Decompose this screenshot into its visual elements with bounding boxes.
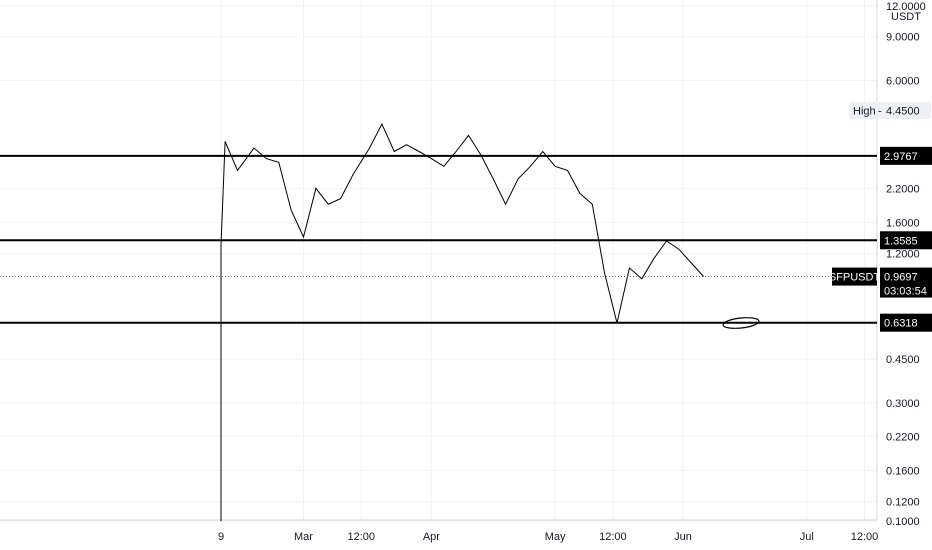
price-tick-label: 0.1600 [886,466,920,478]
price-tick-label: 0.1000 [886,516,920,528]
horizontal-gridlines [0,5,877,522]
price-tick-label: 1.2000 [886,249,920,261]
bar-countdown: 03:03:54 [884,286,927,298]
hand-drawn-circle [722,317,760,329]
high-value: 4.4500 [886,106,920,118]
currency-label: USDT [891,11,921,23]
high-label: High [853,106,876,118]
time-axis-labels: 9 Mar 12:00 Apr May 12:00 Jun Jul 12:00 [218,531,878,543]
horizontal-lines[interactable]: 2.9767 1.3585 0.6318 [0,146,932,332]
time-tick-label: Mar [294,531,313,543]
symbol-tag: SFPUSDT [829,272,881,284]
price-series [220,122,704,324]
last-price-value: 0.9697 [884,272,918,284]
horizontal-line-price: 1.3585 [884,235,918,247]
horizontal-line-price-tag [880,231,932,250]
time-tick-label: 12:00 [599,531,627,543]
horizontal-line-price-tag [880,313,932,332]
price-tick-label: 9.0000 [886,32,920,44]
time-tick-label: Jun [674,531,692,543]
horizontal-line-price-tag [880,146,932,165]
time-tick-label: 12:00 [851,531,879,543]
time-tick-label: May [545,531,566,543]
price-tick-label: 0.2200 [886,431,920,443]
price-tick-label: 0.3000 [886,398,920,410]
price-tick-label: 2.2000 [886,183,920,195]
price-tick-label: 12.0000 [886,1,926,13]
high-marker: High - 4.4500 [849,102,931,119]
last-price-tag: SFPUSDT 0.9697 03:03:54 [829,267,932,298]
horizontal-line-price: 2.9767 [884,151,918,163]
high-tick: - [878,106,882,118]
price-tick-label: 0.4500 [886,354,920,366]
time-tick-label: Apr [423,531,440,543]
price-axis-labels: 12.0000 9.0000 6.0000 2.2000 1.6000 1.2000 0.4… [886,1,926,528]
time-tick-label: 9 [218,531,224,543]
vertical-gridlines [220,0,865,520]
price-tick-label: 1.6000 [886,218,920,230]
horizontal-line-price: 0.6318 [884,318,918,330]
time-tick-label: 12:00 [347,531,375,543]
price-tick-label: 0.1200 [886,497,920,509]
time-tick-label: Jul [800,531,814,543]
price-tick-label: 6.0000 [886,75,920,87]
